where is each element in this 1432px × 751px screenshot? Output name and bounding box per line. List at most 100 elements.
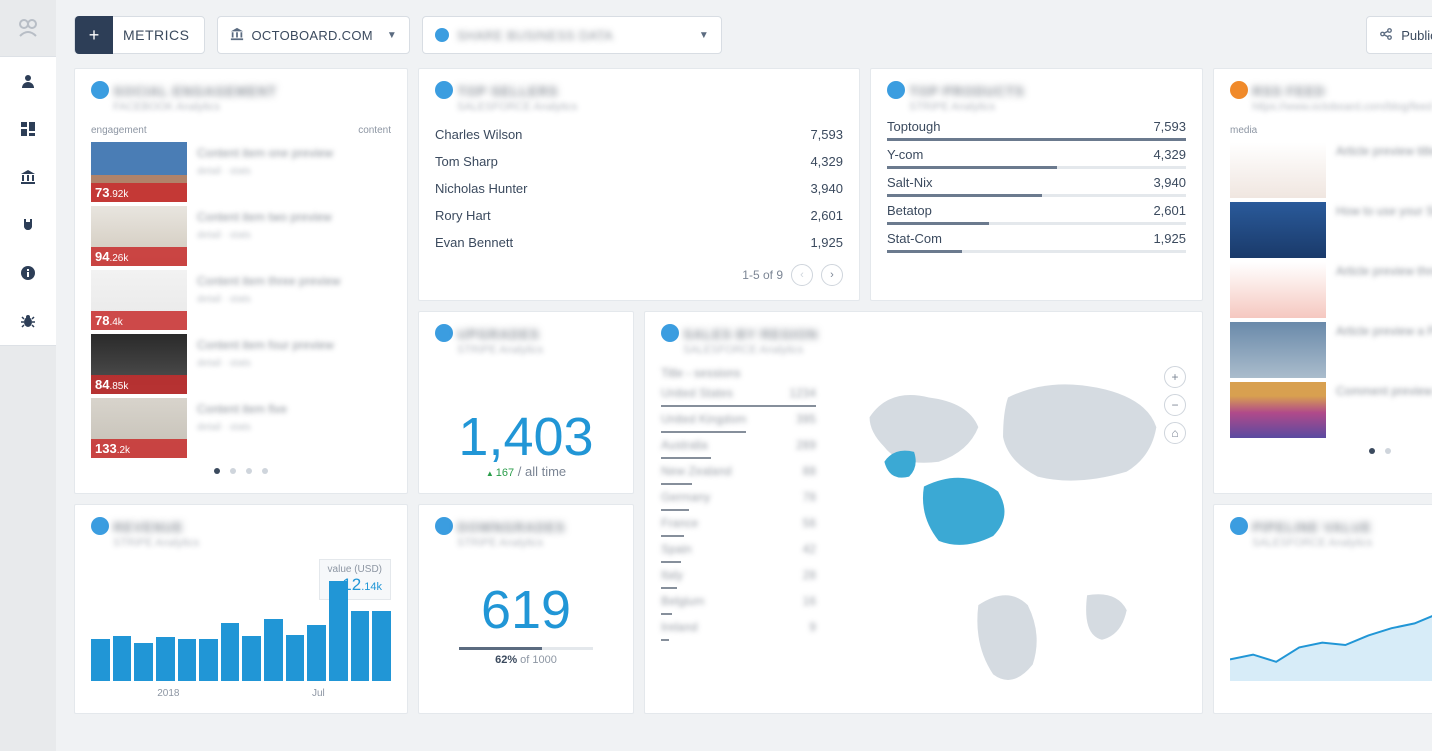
nav-user-icon[interactable] bbox=[18, 71, 38, 91]
engagement-row[interactable]: 94.26k Content item two preview detail · s… bbox=[91, 206, 391, 266]
thumb: 94.26k bbox=[91, 206, 187, 266]
thumb: 78.4k bbox=[91, 270, 187, 330]
nav-bug-icon[interactable] bbox=[18, 311, 38, 331]
card-subtitle: STRIPE Analytics bbox=[457, 344, 617, 356]
card-title: REVENUE bbox=[113, 519, 183, 535]
bar bbox=[372, 611, 391, 681]
share-data-dropdown[interactable]: SHARE BUSINESS DATA ▼ bbox=[422, 16, 722, 54]
product-row: Stat-Com1,925 bbox=[887, 231, 1186, 253]
product-row: Salt-Nix 3,940 bbox=[887, 175, 1186, 197]
bank-icon bbox=[230, 27, 244, 44]
engagement-row[interactable]: 78.4kContent item three previewdetail · … bbox=[91, 270, 391, 330]
engagement-row[interactable]: 84.85kContent item four previewdetail · … bbox=[91, 334, 391, 394]
thumb bbox=[1230, 202, 1326, 258]
share-data-icon bbox=[435, 28, 449, 42]
seller-name: Charles Wilson bbox=[435, 127, 522, 142]
map-zoom-out-button[interactable]: − bbox=[1164, 394, 1186, 416]
topbar: + METRICS OCTOBOARD.COM ▼ SHARE BUSINESS… bbox=[74, 16, 1432, 54]
content-sub: detail · stats bbox=[197, 166, 391, 177]
pipeline-area-chart: value (USD) 24.36k Jul bbox=[1230, 559, 1432, 699]
bar bbox=[351, 611, 370, 681]
sidebar-rail bbox=[0, 0, 56, 751]
seller-name: Rory Hart bbox=[435, 208, 491, 223]
region-row: Spain42 bbox=[661, 542, 816, 563]
site-label: OCTOBOARD.COM bbox=[252, 28, 373, 43]
card-icon bbox=[887, 81, 905, 99]
engagement-badge: 78.4k bbox=[91, 311, 187, 330]
pager-prev-button[interactable]: ‹ bbox=[791, 264, 813, 286]
product-value: 3,940 bbox=[1153, 175, 1186, 190]
seller-value: 3,940 bbox=[810, 181, 843, 196]
bar bbox=[329, 581, 348, 681]
thumb: 133.2k bbox=[91, 398, 187, 458]
col-engagement: engagement bbox=[91, 125, 147, 136]
thumb: 73.92k bbox=[91, 142, 187, 202]
engagement-row[interactable]: 133.2kContent item fivedetail · stats bbox=[91, 398, 391, 458]
seller-name: Nicholas Hunter bbox=[435, 181, 528, 196]
pager-next-button[interactable]: › bbox=[821, 264, 843, 286]
content-title: Content item two preview bbox=[197, 210, 391, 224]
rss-sub: date ago bbox=[1336, 404, 1432, 415]
region-row: New Zealand88 bbox=[661, 464, 816, 485]
product-row: Betatop2,601 bbox=[887, 203, 1186, 225]
card-top-products: TOP PRODUCTS STRIPE Analytics Toptough7,… bbox=[870, 68, 1203, 301]
rss-title: Comment preview six article bbox=[1336, 384, 1432, 398]
rss-sub: date ago bbox=[1336, 164, 1432, 175]
product-name: Y-com bbox=[887, 147, 923, 162]
region-row: Germany78 bbox=[661, 490, 816, 511]
col-content: content bbox=[358, 125, 391, 136]
map-home-button[interactable]: ⌂ bbox=[1164, 422, 1186, 444]
revenue-bar-chart: value (USD) 12.14k 2018Jul bbox=[91, 559, 391, 699]
card-downgrades: DOWNGRADES STRIPE Analytics 619 62% of 1… bbox=[418, 504, 634, 714]
rss-row[interactable]: Comment preview six article date ago bbox=[1230, 382, 1432, 438]
product-value: 1,925 bbox=[1153, 231, 1186, 246]
metrics-button[interactable]: + METRICS bbox=[74, 16, 205, 54]
card-title: TOP PRODUCTS bbox=[909, 83, 1025, 99]
public-sharing-dropdown[interactable]: Public sharing: OFF ▼ bbox=[1366, 16, 1432, 54]
plus-icon: + bbox=[75, 16, 113, 54]
card-social-engagement: SOCIAL ENGAGEMENT FACEBOOK Analytics eng… bbox=[74, 68, 408, 494]
rss-title: How to use your Stripe finance bbox=[1336, 204, 1432, 218]
bar bbox=[91, 639, 110, 681]
card-title: PIPELINE VALUE bbox=[1252, 519, 1372, 535]
nav-dashboard-icon[interactable] bbox=[18, 119, 38, 139]
card-icon bbox=[435, 324, 453, 342]
region-map[interactable]: + − ⌂ bbox=[830, 366, 1186, 699]
rss-row[interactable]: How to use your Stripe financedate ago bbox=[1230, 202, 1432, 258]
share-icon bbox=[1379, 27, 1393, 44]
engagement-badge: 73.92k bbox=[91, 183, 187, 202]
region-list-title: Title - sessions bbox=[661, 366, 816, 380]
region-row: Ireland9 bbox=[661, 620, 816, 641]
public-sharing-label: Public sharing: OFF bbox=[1401, 28, 1432, 43]
card-subtitle: STRIPE Analytics bbox=[113, 537, 391, 549]
product-value: 7,593 bbox=[1153, 119, 1186, 134]
nav-bank-icon[interactable] bbox=[18, 167, 38, 187]
pagination-dots[interactable] bbox=[91, 468, 391, 474]
card-rss-feed: RSS FEED https://www.octoboard.com/blog/… bbox=[1213, 68, 1432, 494]
col-media: media bbox=[1230, 125, 1257, 136]
nav-plugin-icon[interactable] bbox=[18, 215, 38, 235]
nav-info-icon[interactable] bbox=[18, 263, 38, 283]
bar bbox=[199, 639, 218, 681]
seller-row: Charles Wilson 7,593 bbox=[435, 121, 843, 148]
content-sub: detail · stats bbox=[197, 230, 391, 241]
card-sales-by-region: SALES BY REGION SALESFORCE Analytics Tit… bbox=[644, 311, 1203, 714]
engagement-badge: 94.26k bbox=[91, 247, 187, 266]
rss-row[interactable]: Article preview a Pinterest fourdate ago bbox=[1230, 322, 1432, 378]
region-row: United States1234 bbox=[661, 386, 816, 407]
card-subtitle: STRIPE Analytics bbox=[909, 101, 1186, 113]
site-dropdown[interactable]: OCTOBOARD.COM ▼ bbox=[217, 16, 410, 54]
map-zoom-in-button[interactable]: + bbox=[1164, 366, 1186, 388]
product-value: 2,601 bbox=[1153, 203, 1186, 218]
rss-row[interactable]: Article preview title one heredate ago bbox=[1230, 142, 1432, 198]
seller-value: 7,593 bbox=[810, 127, 843, 142]
engagement-row[interactable]: 73.92kContent item one previewdetail · s… bbox=[91, 142, 391, 202]
rss-row[interactable]: Article preview threedate ago bbox=[1230, 262, 1432, 318]
seller-name: Evan Bennett bbox=[435, 235, 513, 250]
product-name: Salt-Nix bbox=[887, 175, 933, 190]
seller-value: 1,925 bbox=[810, 235, 843, 250]
share-data-label: SHARE BUSINESS DATA bbox=[457, 28, 613, 43]
engagement-badge: 133.2k bbox=[91, 439, 187, 458]
pagination-dots[interactable] bbox=[1230, 448, 1432, 454]
card-icon bbox=[1230, 517, 1248, 535]
